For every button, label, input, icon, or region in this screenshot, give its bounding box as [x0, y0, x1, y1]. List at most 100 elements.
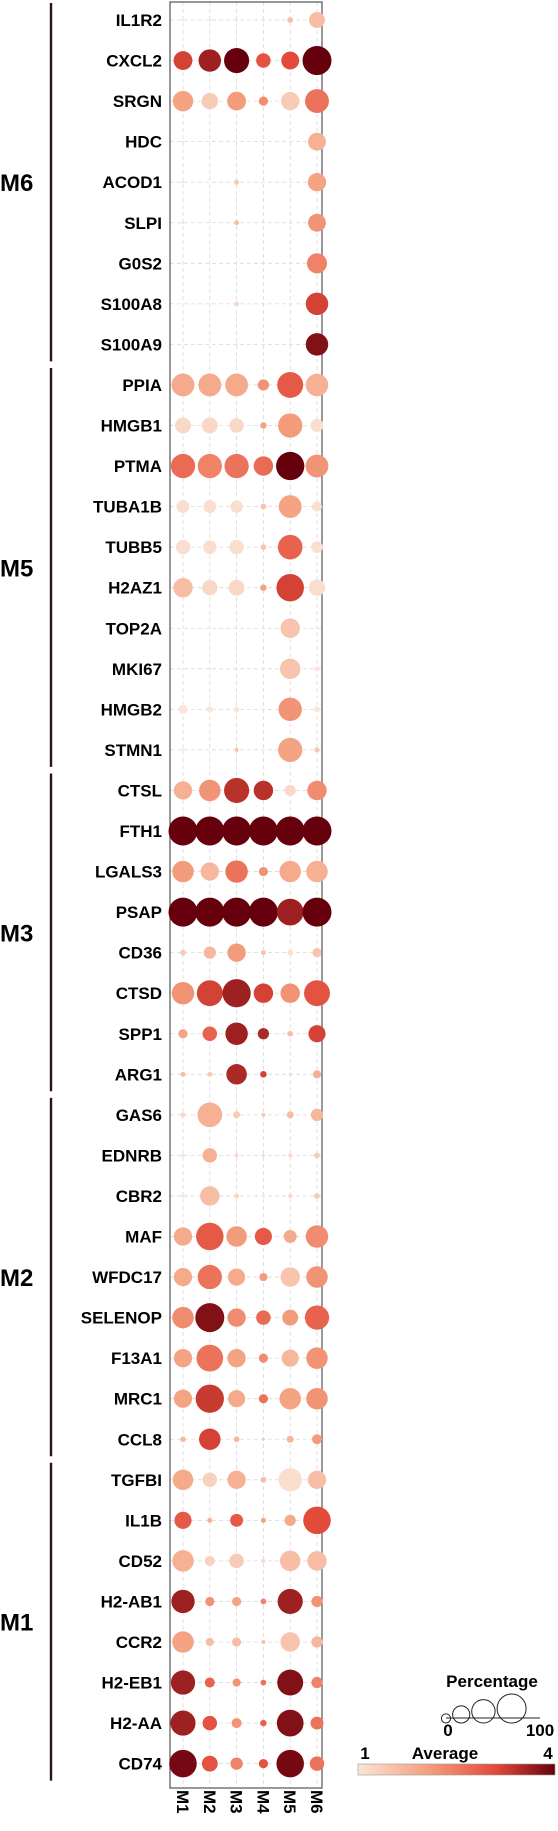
dot-CD36-M2 [203, 946, 216, 959]
dot-TUBB5-M6 [311, 541, 323, 553]
dot-CTSL-M6 [307, 780, 327, 801]
dot-IL1B-M2 [207, 1517, 213, 1523]
dot-CD74-M3 [230, 1757, 243, 1770]
dot-IL1R2-M6 [309, 12, 325, 28]
size-legend-circle [471, 1699, 496, 1724]
module-label: M1 [0, 1610, 33, 1637]
dot-CXCL2-M5 [281, 51, 300, 70]
dot-FTH1-M6 [302, 816, 332, 846]
dot-H2-AB1-M6 [311, 1595, 323, 1608]
dot-SRGN-M4 [258, 96, 268, 106]
dot-FTH1-M3 [222, 816, 252, 846]
dot-SRGN-M3 [227, 91, 247, 111]
dot-CD74-M4 [258, 1759, 268, 1769]
dot-CCL8-M2 [199, 1428, 221, 1450]
dot-H2-AB1-M4 [260, 1598, 267, 1605]
gene-label: H2-AA [110, 1714, 162, 1733]
dot-GAS6-M1 [180, 1112, 186, 1118]
dot-H2-EB1-M4 [260, 1679, 267, 1686]
dot-H2AZ1-M5 [276, 573, 304, 602]
gene-label: MRC1 [114, 1390, 162, 1409]
dot-CD36-M4 [260, 950, 266, 956]
dot-PPIA-M6 [305, 373, 329, 397]
dot-IL1R2-M2 [208, 18, 212, 22]
dot-H2-AA-M2 [202, 1715, 218, 1731]
gene-label: CD36 [119, 944, 162, 963]
dot-CD52-M2 [204, 1555, 215, 1566]
dot-TGFBI-M2 [202, 1472, 218, 1488]
dot-LGALS3-M3 [225, 860, 248, 883]
dot-CBR2-M3 [234, 1193, 240, 1199]
dot-MAF-M6 [305, 1225, 329, 1248]
gene-label: H2AZ1 [108, 579, 162, 598]
gene-label: PPIA [122, 376, 162, 395]
dot-CTSL-M1 [173, 781, 193, 800]
dot-SRGN-M2 [201, 92, 218, 110]
dot-SPP1-M6 [308, 1025, 326, 1043]
dot-PPIA-M4 [257, 379, 270, 391]
dot-MAF-M5 [283, 1230, 297, 1243]
dot-F13A1-M5 [281, 1349, 299, 1367]
dot-F13A1-M2 [196, 1344, 224, 1372]
dot-S100A9-M6 [305, 333, 329, 356]
dot-CBR2-M6 [314, 1193, 320, 1199]
dot-SPP1-M3 [225, 1022, 248, 1045]
dot-PSAP-M3 [222, 897, 252, 927]
dot-CTSL-M4 [253, 780, 274, 801]
dot-MAF-M1 [173, 1227, 193, 1246]
dot-CBR2-M2 [200, 1186, 220, 1206]
dot-CTSL-M5 [284, 784, 296, 797]
dot-EDNRB-M1 [180, 1153, 186, 1158]
dot-CXCL2-M4 [256, 53, 271, 68]
dot-CTSD-M6 [304, 980, 330, 1007]
dot-CD74-M6 [309, 1756, 325, 1771]
column-label: M6 [307, 1790, 326, 1814]
dot-SPP1-M1 [178, 1029, 188, 1039]
dot-PSAP-M2 [195, 897, 225, 927]
dot-IL1B-M6 [303, 1506, 331, 1535]
dot-FTH1-M5 [275, 816, 305, 846]
dot-EDNRB-M2 [202, 1148, 218, 1163]
dot-TUBB5-M2 [203, 540, 217, 554]
dot-TGFBI-M5 [278, 1468, 302, 1492]
dot-CBR2-M4 [261, 1194, 265, 1198]
dot-LGALS3-M2 [200, 862, 219, 881]
dot-CXCL2-M6 [302, 46, 332, 76]
gene-label: PSAP [116, 903, 162, 922]
dot-CD52-M1 [172, 1550, 194, 1572]
dot-FTH1-M1 [168, 816, 198, 846]
dot-PTMA-M5 [276, 451, 305, 481]
dot-HMGB2-M3 [233, 706, 240, 713]
dot-MKI67-M4 [261, 667, 265, 671]
dot-ARG1-M4 [260, 1071, 267, 1078]
dot-ARG1-M3 [226, 1064, 247, 1085]
dot-LGALS3-M6 [306, 860, 328, 883]
dot-EDNRB-M4 [261, 1153, 265, 1157]
module-label: M2 [0, 1265, 33, 1292]
dot-HMGB2-M1 [178, 704, 188, 714]
gene-label: SLPI [124, 214, 162, 233]
dot-PTMA-M1 [170, 453, 196, 479]
dot-CBR2-M5 [288, 1193, 293, 1198]
dot-F13A1-M6 [306, 1347, 328, 1369]
dot-PTMA-M2 [197, 453, 222, 479]
gene-label: IL1R2 [116, 11, 162, 30]
dot-CCL8-M6 [311, 1434, 323, 1445]
gene-label: SELENOP [81, 1309, 162, 1328]
column-label: M3 [227, 1790, 246, 1814]
dot-SRGN-M1 [172, 90, 194, 112]
dot-CCL8-M4 [261, 1437, 265, 1441]
gene-label: MAF [125, 1228, 162, 1247]
dot-MKI67-M6 [314, 666, 320, 672]
dot-STMN1-M1 [181, 748, 185, 752]
size-legend-title: Percentage [446, 1672, 538, 1691]
dot-H2-EB1-M1 [170, 1670, 196, 1695]
dot-TGFBI-M1 [172, 1469, 194, 1491]
dot-MRC1-M5 [279, 1387, 301, 1410]
dot-GAS6-M2 [197, 1102, 223, 1128]
dot-ACOD1-M3 [234, 179, 240, 185]
dot-MRC1-M6 [306, 1387, 328, 1410]
dot-CD74-M1 [169, 1749, 197, 1778]
gene-label: HDC [125, 133, 162, 152]
